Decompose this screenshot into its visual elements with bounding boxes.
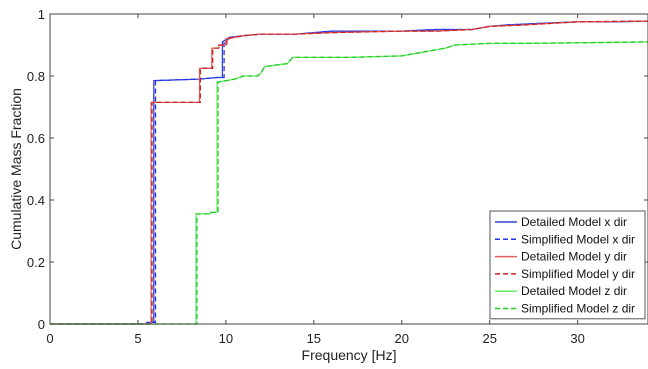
ticks-layer: 0 5 10 15 20 25 30 0 0.2 0.4 0.6 0.8 1 [27,7,648,346]
y-tick-label: 0.6 [27,131,45,146]
x-tick-label: 10 [219,331,233,346]
x-tick-label: 15 [307,331,321,346]
y-axis-label: Cumulative Mass Fraction [8,88,24,250]
legend-label: Detailed Model z dir [521,284,627,298]
legend-label: Simplified Model x dir [521,232,635,246]
x-tick-label: 0 [46,331,53,346]
x-tick-label: 20 [395,331,409,346]
x-tick-label: 30 [570,331,584,346]
x-tick-label: 25 [482,331,496,346]
series-line-4 [50,20,648,325]
legend-box [489,210,646,320]
series-line-2 [50,20,648,325]
x-axis-label: Frequency [Hz] [302,347,397,363]
legend-label: Detailed Model y dir [521,250,627,264]
legend-label: Simplified Model y dir [521,267,635,281]
legend: Detailed Model x dir Simplified Model x d… [489,210,646,320]
series-layer [50,20,648,325]
y-tick-label: 1 [38,7,45,22]
y-tick-label: 0 [38,317,45,332]
plot-frame [49,13,648,325]
x-tick-label: 5 [134,331,141,346]
legend-label: Simplified Model z dir [521,302,635,316]
y-tick-label: 0.8 [27,69,45,84]
series-line-6 [50,41,648,325]
legend-label: Detailed Model x dir [521,215,627,229]
y-tick-label: 0.2 [27,255,45,270]
y-tick-label: 0.4 [27,193,45,208]
